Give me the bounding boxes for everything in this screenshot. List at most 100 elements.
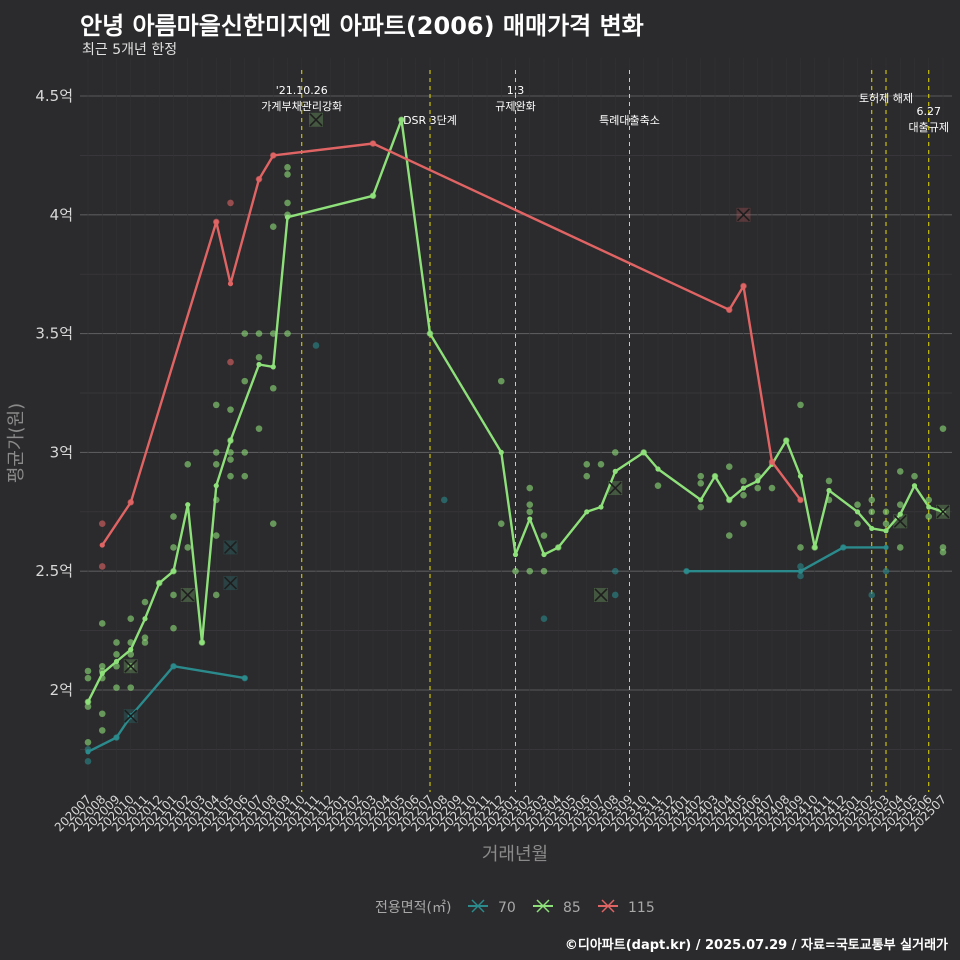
line-vertex	[227, 437, 234, 444]
data-point	[84, 738, 92, 746]
data-point	[98, 727, 106, 734]
data-point	[939, 548, 947, 556]
data-point	[284, 171, 291, 178]
line-vertex	[527, 516, 533, 522]
x-axis-ticks: 2020072020082020092020102020112020122021…	[52, 792, 949, 834]
data-point	[939, 544, 947, 551]
data-point	[284, 330, 291, 337]
data-point	[98, 662, 106, 670]
data-point	[611, 449, 619, 456]
data-point	[725, 532, 733, 539]
data-point	[227, 456, 234, 463]
line-vertex	[598, 504, 604, 510]
line-vertex	[99, 542, 105, 548]
line-vertex	[641, 449, 647, 455]
line-vertex	[783, 437, 789, 444]
event-label: '21.10.26	[276, 84, 328, 97]
cross-marker	[124, 709, 138, 723]
line-vertex	[142, 616, 148, 622]
series-70	[84, 342, 890, 765]
data-point	[269, 520, 277, 527]
data-point	[697, 479, 705, 487]
data-point	[925, 496, 933, 504]
cross-marker	[594, 588, 608, 602]
line-vertex	[726, 497, 732, 503]
data-point	[882, 508, 890, 516]
legend: 전용면적(㎡) 70 85 115	[375, 899, 655, 916]
data-point	[497, 520, 505, 527]
line-vertex	[256, 361, 262, 368]
data-point	[127, 684, 135, 691]
data-point	[526, 484, 534, 492]
legend-label: 115	[628, 900, 655, 916]
data-point	[241, 377, 249, 385]
y-tick-label: 4억	[50, 206, 73, 224]
data-point	[127, 615, 135, 623]
data-point	[227, 472, 234, 480]
line-vertex	[512, 551, 519, 558]
line-vertex	[812, 544, 818, 551]
cross-marker	[893, 514, 907, 528]
line-vertex	[156, 580, 162, 586]
data-point	[170, 591, 177, 599]
data-point	[141, 639, 149, 646]
data-point	[212, 460, 220, 468]
data-point	[312, 342, 320, 349]
data-point	[583, 472, 591, 480]
data-point	[882, 520, 890, 527]
line-vertex	[926, 504, 932, 510]
data-point	[269, 330, 277, 337]
source-caption: ©디아파트(dapt.kr) / 2025.07.29 / 자료=국토교통부 실…	[564, 938, 948, 953]
line-vertex	[584, 509, 590, 515]
plot-area	[84, 112, 950, 765]
legend-label: 85	[563, 900, 581, 916]
line-vertex	[797, 473, 804, 479]
line-vertex	[370, 140, 376, 147]
line-vertex	[199, 639, 205, 646]
event-label: 특례대출축소	[599, 114, 660, 127]
data-point	[84, 703, 92, 710]
event-label: 토허제 해제	[859, 91, 913, 105]
data-point	[768, 484, 776, 492]
y-tick-label: 2억	[50, 681, 73, 699]
data-point	[212, 449, 220, 456]
y-axis-ticks: 2억 2.5억 3억 3.5억 4억 4.5억	[35, 87, 73, 699]
series-115	[98, 140, 804, 570]
data-point	[512, 567, 519, 575]
data-point	[868, 508, 876, 516]
data-point	[184, 544, 192, 551]
line-vertex	[85, 749, 91, 755]
data-point	[170, 624, 177, 632]
data-point	[540, 615, 548, 623]
data-point	[284, 163, 291, 171]
data-point	[854, 520, 861, 527]
line-vertex	[270, 364, 276, 370]
data-point	[697, 503, 705, 511]
data-point	[84, 667, 92, 675]
series-line	[86, 118, 944, 703]
line-vertex	[740, 283, 747, 289]
data-point	[113, 639, 120, 646]
cross-marker	[124, 659, 138, 673]
data-point	[896, 468, 904, 475]
data-point	[896, 501, 904, 508]
line-vertex	[128, 499, 134, 505]
data-point	[740, 491, 747, 499]
y-tick-label: 3.5억	[35, 325, 73, 343]
line-vertex	[854, 509, 861, 515]
data-point	[170, 544, 177, 551]
line-vertex	[698, 497, 704, 503]
data-point	[526, 567, 534, 575]
line-vertex	[612, 468, 618, 475]
data-point	[440, 496, 448, 504]
line-vertex	[242, 675, 248, 681]
data-point	[597, 460, 605, 468]
data-point	[84, 674, 92, 682]
data-point	[497, 377, 505, 385]
event-label: 대출규제	[909, 121, 949, 134]
data-point	[697, 472, 705, 480]
data-point	[113, 662, 120, 670]
chart-subtitle: 최근 5개년 한정	[82, 42, 178, 58]
cross-marker	[736, 208, 751, 222]
